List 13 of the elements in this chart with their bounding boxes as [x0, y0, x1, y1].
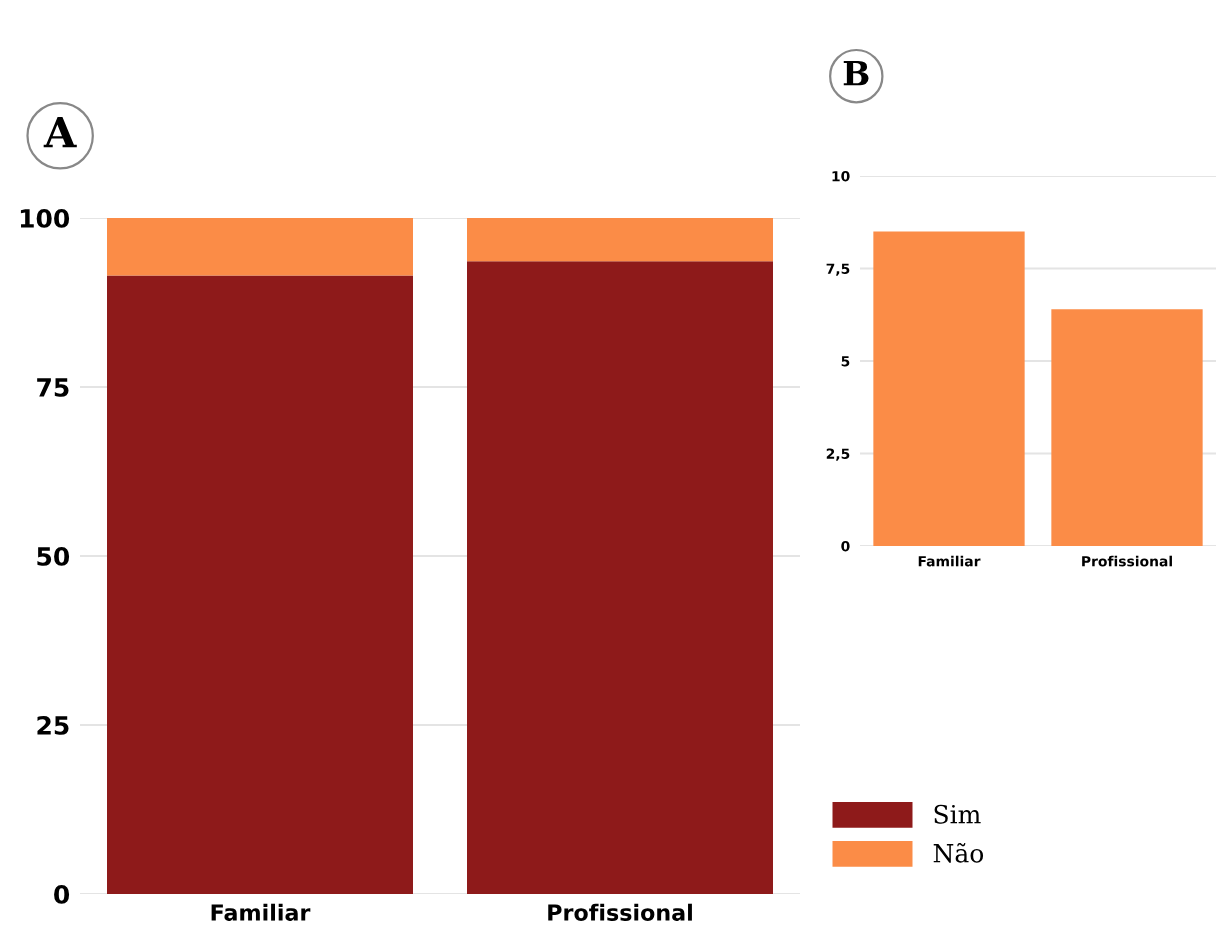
legend-label: Não	[933, 842, 984, 863]
y-tick-label: 50	[37, 546, 70, 566]
y-tick-label: 100	[20, 208, 70, 228]
y-tick-label: 75	[37, 378, 69, 397]
x-tick-label: Profissional	[548, 903, 692, 921]
legend-label: Sim	[934, 804, 981, 824]
x-tick-label: Familiar	[211, 903, 311, 921]
bar	[107, 218, 413, 276]
bar	[467, 218, 773, 262]
y-tick-label: 25	[37, 715, 69, 735]
y-tick-label: 0	[54, 884, 70, 904]
chart-title: A	[43, 116, 77, 148]
chart-title: B	[843, 61, 869, 86]
